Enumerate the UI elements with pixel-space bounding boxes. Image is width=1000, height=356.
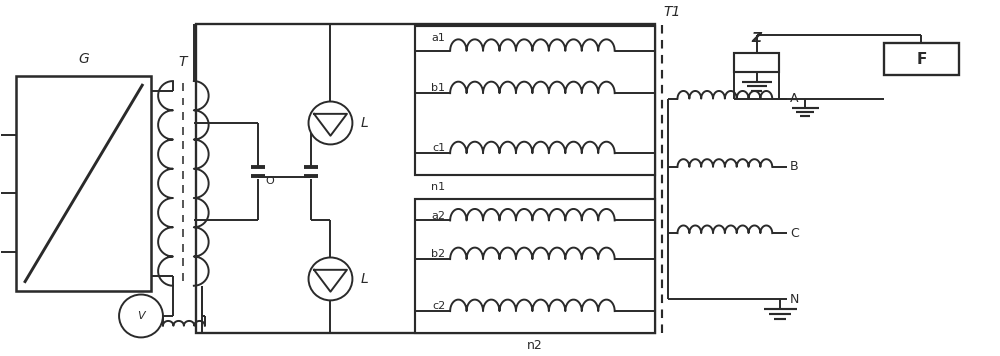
Text: Z: Z [752, 31, 762, 45]
Bar [16, 76, 151, 290]
Text: C: C [790, 227, 799, 240]
Text: T: T [179, 55, 187, 69]
Text: N: N [790, 293, 800, 306]
Text: a1: a1 [431, 33, 445, 43]
Bar [415, 199, 655, 333]
Text: G: G [78, 52, 89, 67]
Text: T1: T1 [664, 5, 681, 19]
Text: b1: b1 [431, 83, 445, 93]
Text: n1: n1 [431, 182, 445, 192]
Bar [734, 53, 779, 72]
Bar [196, 23, 655, 333]
Text: B: B [790, 160, 799, 173]
Bar [884, 43, 959, 75]
Text: b2: b2 [431, 249, 445, 259]
Text: n2: n2 [527, 339, 543, 352]
Text: L: L [360, 272, 368, 286]
Circle shape [119, 294, 163, 337]
Text: A: A [790, 92, 799, 105]
Text: V: V [137, 311, 145, 321]
Text: c2: c2 [432, 301, 445, 311]
Text: F: F [916, 52, 927, 67]
Circle shape [309, 101, 352, 145]
Circle shape [309, 257, 352, 300]
Bar [415, 26, 655, 175]
Text: O: O [266, 177, 274, 187]
Text: a2: a2 [431, 210, 445, 221]
Text: c1: c1 [432, 143, 445, 153]
Text: L: L [360, 116, 368, 130]
